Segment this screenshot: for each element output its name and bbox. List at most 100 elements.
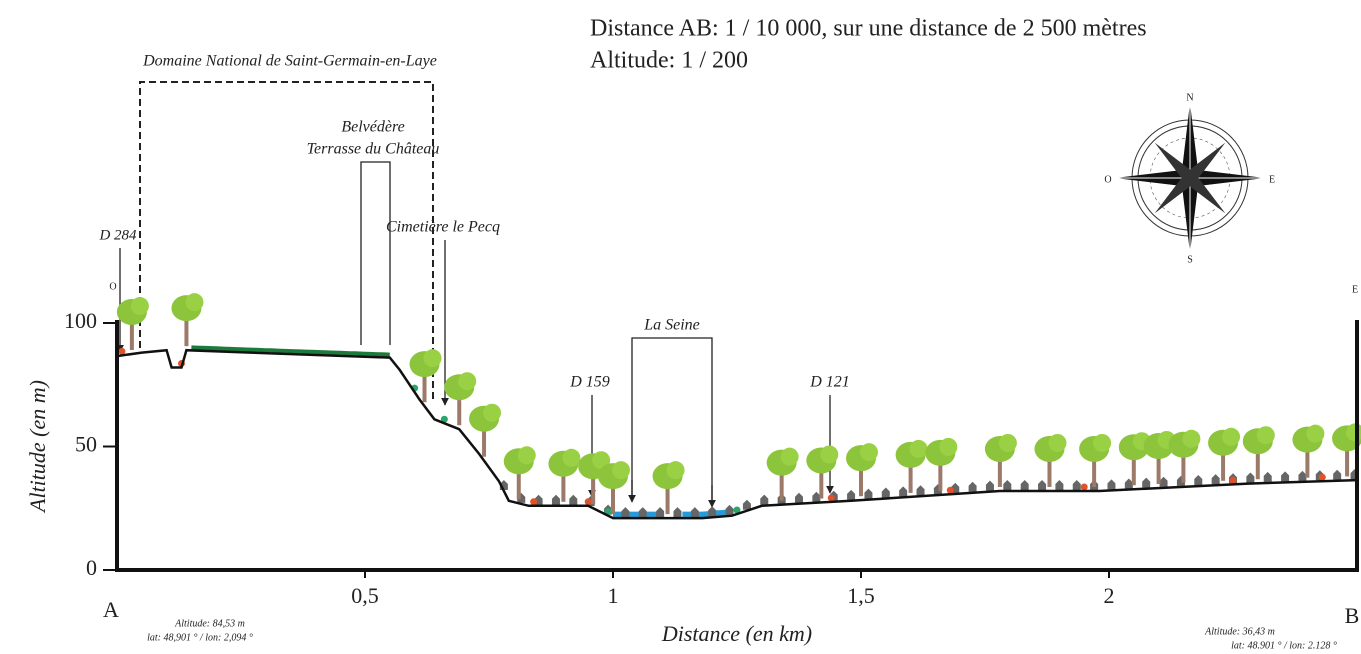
tree-crown	[1093, 433, 1112, 452]
end-coords: lat: 48.901 ° / lon: 2.128 °	[1231, 640, 1337, 651]
start-coords: lat: 48,901 ° / lon: 2,094 °	[147, 632, 253, 643]
header-line: Altitude: 1 / 200	[590, 48, 748, 74]
annotation: Cimetière le Pecq	[386, 219, 500, 236]
house	[638, 507, 647, 518]
marker-dot	[584, 498, 592, 506]
y-tick-label: 50	[75, 432, 97, 457]
start-altitude: Altitude: 84,53 m	[174, 618, 245, 629]
house	[1263, 471, 1272, 482]
house	[1298, 470, 1307, 481]
marker-dot	[1080, 483, 1088, 491]
marker-dot	[530, 498, 538, 506]
annotation: D 121	[809, 374, 850, 391]
house	[795, 492, 803, 503]
house	[1072, 479, 1081, 490]
tree-crown	[998, 433, 1017, 452]
annotation: La Seine	[643, 317, 700, 334]
tree-crown	[1306, 424, 1325, 443]
tree-trunk	[591, 474, 596, 505]
tree-trunk	[1221, 450, 1226, 481]
annotation-bracket	[631, 337, 713, 505]
x-axis-title: Distance (en km)	[661, 621, 812, 646]
tree-trunk	[561, 471, 566, 502]
tree-crown	[458, 372, 477, 391]
x-tick-label: 2	[1104, 583, 1115, 608]
tree-trunk	[665, 484, 670, 515]
house	[551, 494, 560, 505]
house	[1055, 479, 1064, 490]
annotation: D 159	[569, 374, 610, 391]
tree-crown	[1222, 427, 1241, 446]
tree-trunk	[129, 320, 134, 351]
tree-trunk	[1305, 447, 1310, 478]
profile-line	[116, 348, 1358, 520]
x-tick-label: 1	[608, 583, 619, 608]
tree-crown	[130, 297, 149, 316]
house	[1211, 474, 1220, 485]
marker-dot	[946, 486, 954, 494]
end-altitude: Altitude: 36,43 m	[1204, 626, 1275, 637]
compass: N S E O	[1104, 92, 1275, 265]
tree-crown	[666, 461, 685, 480]
marker-dot	[827, 494, 835, 502]
marker-dot	[1229, 476, 1237, 484]
annotation: Terrasse du Château	[307, 141, 440, 158]
house	[1003, 479, 1012, 490]
tree-crown	[562, 448, 581, 467]
house	[1107, 479, 1116, 490]
marker-dot	[118, 347, 126, 355]
house	[1159, 476, 1168, 487]
tree-trunk	[1156, 453, 1161, 484]
house	[690, 507, 699, 518]
tree-trunk	[1345, 446, 1350, 477]
tree-crown	[780, 447, 799, 466]
y-axis-title: Altitude (en m)	[25, 380, 50, 514]
tree-trunk	[938, 460, 943, 491]
house	[1020, 479, 1029, 490]
tree-trunk	[1181, 452, 1186, 483]
terrain-strip	[682, 509, 733, 519]
tree-trunk	[422, 372, 427, 403]
tree-crown	[1182, 429, 1201, 448]
y-tick-label: 0	[86, 555, 97, 580]
house	[899, 486, 908, 497]
tree-crown	[185, 293, 204, 312]
tree-trunk	[1092, 456, 1097, 487]
annotation: Domaine National de Saint-Germain-en-Lay…	[142, 53, 437, 70]
annotation-bracket	[360, 161, 391, 345]
tree-trunk	[1047, 456, 1052, 487]
compass-label: O	[1104, 174, 1111, 185]
house	[1246, 472, 1255, 483]
house	[656, 507, 665, 518]
terrain-strip	[191, 345, 390, 357]
tree-trunk	[779, 470, 784, 501]
compass-label: E	[1269, 174, 1275, 185]
house	[985, 480, 994, 491]
tree-crown	[423, 349, 442, 368]
house	[812, 491, 821, 502]
start-label: A	[103, 597, 119, 622]
marker-dot	[733, 506, 741, 514]
house	[881, 487, 890, 498]
house	[916, 485, 925, 496]
house	[673, 507, 682, 518]
house	[1124, 478, 1133, 489]
tree-trunk	[1131, 455, 1136, 486]
house	[968, 481, 977, 492]
annotation: Belvédère	[341, 119, 404, 136]
landscape	[116, 293, 1361, 519]
house	[1142, 477, 1151, 488]
house	[621, 507, 630, 518]
house	[1194, 475, 1203, 486]
orientation-label: O	[109, 281, 116, 292]
marker-dot	[1318, 473, 1326, 481]
x-tick-label: 0,5	[351, 583, 379, 608]
house	[847, 489, 856, 500]
tree-crown	[592, 451, 611, 470]
house	[708, 506, 717, 517]
house	[760, 494, 769, 505]
house	[725, 504, 734, 515]
house	[742, 499, 751, 510]
y-tick-label: 100	[64, 308, 97, 333]
